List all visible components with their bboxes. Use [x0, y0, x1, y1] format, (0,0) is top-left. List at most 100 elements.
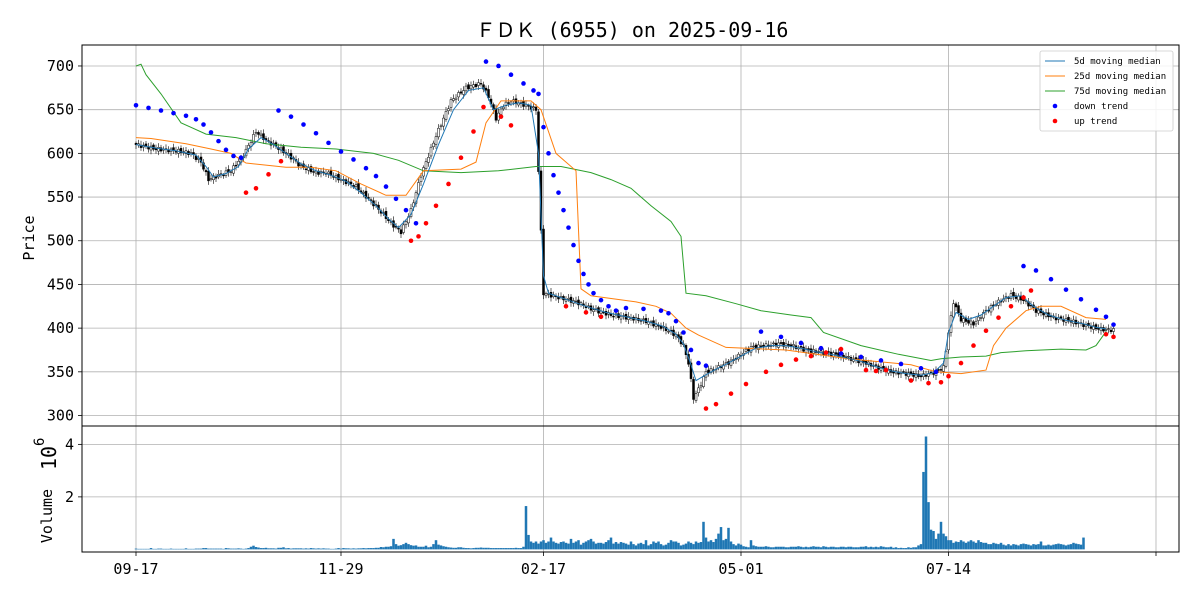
volume-panel-frame	[81, 425, 1180, 553]
candle-body	[702, 376, 705, 387]
candle-body	[454, 97, 458, 100]
down-trend-dot	[933, 369, 939, 375]
volume-bar	[954, 541, 958, 550]
volume-bar	[682, 544, 685, 550]
down-trend-dot	[326, 140, 331, 146]
volume-bar	[984, 542, 988, 550]
volume-bar	[712, 542, 715, 550]
volume-bar	[797, 546, 800, 550]
volume-bar	[327, 548, 330, 550]
volume-bar	[714, 538, 718, 550]
volume-bar	[339, 548, 343, 550]
volume-bar	[764, 546, 768, 550]
volume-bar	[827, 547, 830, 550]
volume-bar	[669, 540, 673, 550]
candle-body	[399, 229, 403, 235]
down-trend-dot	[393, 196, 399, 202]
candle-body	[1007, 297, 1010, 299]
volume-bar	[989, 544, 993, 550]
volume-bar	[977, 540, 980, 550]
candle-body	[449, 99, 453, 108]
candle-body	[544, 293, 548, 297]
volume-bar	[887, 547, 890, 550]
up-trend-dot	[703, 406, 709, 411]
volume-bar	[1069, 544, 1073, 550]
down-trend-dot	[561, 207, 566, 213]
volume-bar	[579, 544, 583, 550]
candle-body	[1109, 329, 1113, 333]
down-trend-dot	[681, 330, 686, 335]
volume-bar	[559, 542, 563, 550]
volume-bar	[499, 548, 503, 550]
volume-bar	[604, 542, 608, 550]
down-trend-dot	[193, 116, 199, 122]
up-trend-dot	[926, 380, 931, 386]
down-trend-dot	[238, 155, 244, 161]
legend-dot-swatch	[1052, 118, 1058, 124]
volume-bar	[454, 547, 458, 550]
volume-bar	[529, 541, 533, 550]
trend-dots	[133, 59, 1116, 411]
price-tick-label: 400	[47, 319, 74, 337]
candle-body	[427, 156, 430, 163]
volume-bar	[537, 543, 540, 550]
volume-bar	[994, 543, 998, 550]
down-trend-dot	[546, 151, 551, 156]
up-trend-dot	[946, 373, 951, 379]
candle-body	[507, 102, 510, 104]
up-trend-dot	[266, 172, 271, 177]
volume-bar	[254, 547, 258, 550]
x-tick-label: 11-29	[318, 560, 363, 578]
volume-bar	[332, 548, 335, 550]
down-trend-dot	[313, 130, 319, 136]
volume-bar	[199, 548, 203, 550]
candle-body	[354, 184, 358, 187]
volume-bar	[987, 544, 990, 550]
candle-body	[482, 84, 485, 90]
volume-bar	[592, 541, 595, 550]
volume-bar	[982, 542, 985, 550]
volume-bar	[777, 546, 780, 550]
candle-body	[537, 111, 540, 172]
candle-body	[299, 164, 303, 166]
volume-bar	[999, 542, 1003, 550]
volume-bar	[139, 548, 143, 550]
volume-bar	[952, 542, 955, 550]
x-ticks: 09-17 11-29 02-17 05-01 07-14	[113, 552, 1157, 578]
candle-body	[159, 147, 163, 152]
candle-body	[907, 372, 910, 377]
volume-bar	[632, 544, 635, 550]
candle-body	[619, 316, 623, 320]
volume-bar	[544, 542, 548, 550]
down-trend-dot	[798, 340, 804, 346]
volume-bar	[542, 540, 545, 550]
volume-bar	[774, 546, 778, 550]
volume-bar	[814, 546, 818, 550]
volume-bar	[662, 545, 665, 550]
down-trend-dot	[758, 329, 764, 334]
volume-bar	[182, 548, 185, 550]
volume-bar	[892, 547, 895, 550]
up-trend-dot	[808, 353, 814, 359]
volume-bar	[674, 541, 678, 550]
candle-body	[642, 318, 645, 320]
volume-bar	[259, 548, 263, 550]
candle-body	[569, 296, 573, 303]
volume-bar	[309, 548, 313, 550]
down-trend-dot	[301, 122, 306, 127]
volume-bar	[644, 540, 648, 550]
candle-body	[209, 178, 213, 181]
volume-bar	[249, 546, 253, 550]
volume-bar	[264, 547, 268, 550]
volume-bar	[154, 548, 158, 550]
volume-bar	[1067, 544, 1070, 550]
candle-body	[914, 373, 918, 378]
volume-bar	[672, 541, 675, 550]
volume-bar	[864, 546, 868, 550]
price-tick-label: 700	[47, 57, 74, 75]
moving-median-lines	[135, 63, 1107, 382]
candle-body	[1112, 328, 1115, 332]
down-trend-dot	[403, 207, 409, 213]
volume-bar	[439, 545, 443, 550]
